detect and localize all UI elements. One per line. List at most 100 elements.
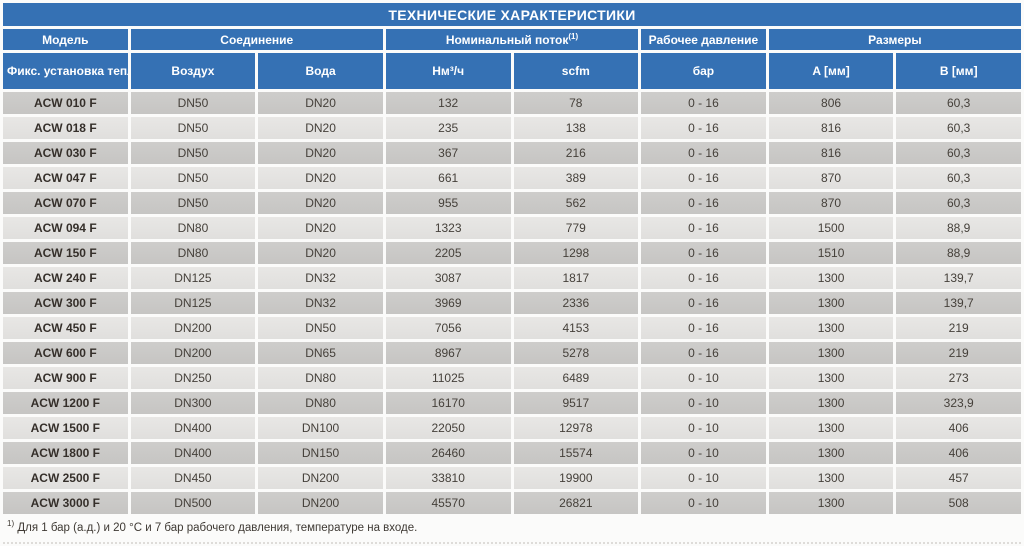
a-mm-cell: 816: [768, 117, 894, 139]
a-mm-cell: 1300: [768, 417, 894, 439]
nm3-h-cell: 26460: [385, 442, 511, 464]
table-row: ACW 094 F DN80 DN20 1323 779 0 - 16 1500 88,9: [3, 217, 1021, 239]
air-cell: DN50: [130, 142, 256, 164]
table-row: ACW 010 F DN50 DN20 132 78 0 - 16 806 60,3: [3, 92, 1021, 114]
a-mm-cell: 1300: [768, 342, 894, 364]
air-cell: DN125: [130, 292, 256, 314]
col-header-nm3h: Нм³/ч: [385, 53, 511, 89]
pressure-bar-cell: 0 - 16: [641, 292, 766, 314]
table-row: ACW 300 F DN125 DN32 3969 2336 0 - 16 1300 139,…: [3, 292, 1021, 314]
scfm-cell: 78: [513, 92, 639, 114]
col-header-bar: бар: [641, 53, 766, 89]
b-mm-cell: 60,3: [896, 117, 1021, 139]
air-cell: DN80: [130, 217, 256, 239]
air-cell: DN80: [130, 242, 256, 264]
table-header: ТЕХНИЧЕСКИЕ ХАРАКТЕРИСТИКИ Модель Соедин…: [3, 3, 1021, 89]
model-cell: ACW 150 F: [3, 242, 128, 264]
b-mm-cell: 406: [896, 417, 1021, 439]
model-cell: ACW 600 F: [3, 342, 128, 364]
col-header-air: Воздух: [130, 53, 256, 89]
a-mm-cell: 1300: [768, 442, 894, 464]
pressure-bar-cell: 0 - 16: [641, 192, 766, 214]
water-cell: DN50: [258, 317, 383, 339]
table-row: ACW 3000 F DN500 DN200 45570 26821 0 - 10 1300…: [3, 492, 1021, 514]
a-mm-cell: 816: [768, 142, 894, 164]
air-cell: DN50: [130, 117, 256, 139]
model-cell: ACW 047 F: [3, 167, 128, 189]
b-mm-cell: 60,3: [896, 142, 1021, 164]
col-header-scfm: scfm: [513, 53, 639, 89]
col-group-model: Модель: [3, 29, 128, 50]
scfm-cell: 138: [513, 117, 639, 139]
scfm-cell: 1817: [513, 267, 639, 289]
scfm-cell: 12978: [513, 417, 639, 439]
a-mm-cell: 1300: [768, 467, 894, 489]
a-mm-cell: 1300: [768, 492, 894, 514]
b-mm-cell: 508: [896, 492, 1021, 514]
scfm-cell: 562: [513, 192, 639, 214]
scfm-cell: 9517: [513, 392, 639, 414]
col-group-nominal-flow: Номинальный поток(1): [385, 29, 639, 50]
pressure-bar-cell: 0 - 16: [641, 317, 766, 339]
b-mm-cell: 323,9: [896, 392, 1021, 414]
air-cell: DN200: [130, 317, 256, 339]
pressure-bar-cell: 0 - 16: [641, 167, 766, 189]
water-cell: DN20: [258, 192, 383, 214]
nm3-h-cell: 16170: [385, 392, 511, 414]
model-cell: ACW 010 F: [3, 92, 128, 114]
table-row: ACW 2500 F DN450 DN200 33810 19900 0 - 10 1300…: [3, 467, 1021, 489]
water-cell: DN20: [258, 242, 383, 264]
table-row: ACW 1500 F DN400 DN100 22050 12978 0 - 10 1300…: [3, 417, 1021, 439]
model-cell: ACW 900 F: [3, 367, 128, 389]
col-header-fixed-heat-exchanger: Фикс. установка теплообменника: [3, 53, 128, 89]
a-mm-cell: 1300: [768, 367, 894, 389]
col-group-dimensions: Размеры: [768, 29, 1021, 50]
nominal-flow-footnote-marker: (1): [568, 31, 579, 41]
col-header-b-mm: B [мм]: [896, 53, 1021, 89]
footnote-marker: 1): [7, 519, 15, 529]
model-cell: ACW 070 F: [3, 192, 128, 214]
nm3-h-cell: 955: [385, 192, 511, 214]
b-mm-cell: 457: [896, 467, 1021, 489]
nm3-h-cell: 33810: [385, 467, 511, 489]
water-cell: DN20: [258, 92, 383, 114]
table-row: ACW 070 F DN50 DN20 955 562 0 - 16 870 60,3: [3, 192, 1021, 214]
pressure-bar-cell: 0 - 16: [641, 142, 766, 164]
model-cell: ACW 2500 F: [3, 467, 128, 489]
footnote-text: Для 1 бар (а.д.) и 20 °С и 7 бар рабочег…: [17, 522, 418, 534]
pressure-bar-cell: 0 - 16: [641, 217, 766, 239]
model-cell: ACW 1800 F: [3, 442, 128, 464]
water-cell: DN32: [258, 292, 383, 314]
nm3-h-cell: 1323: [385, 217, 511, 239]
air-cell: DN125: [130, 267, 256, 289]
air-cell: DN50: [130, 167, 256, 189]
nm3-h-cell: 7056: [385, 317, 511, 339]
model-cell: ACW 094 F: [3, 217, 128, 239]
a-mm-cell: 870: [768, 167, 894, 189]
water-cell: DN80: [258, 367, 383, 389]
scfm-cell: 6489: [513, 367, 639, 389]
col-group-nominal-flow-label: Номинальный поток: [445, 32, 569, 47]
table-row: ACW 018 F DN50 DN20 235 138 0 - 16 816 60,3: [3, 117, 1021, 139]
a-mm-cell: 1300: [768, 392, 894, 414]
nm3-h-cell: 132: [385, 92, 511, 114]
b-mm-cell: 219: [896, 342, 1021, 364]
a-mm-cell: 1300: [768, 317, 894, 339]
footnote: 1) Для 1 бар (а.д.) и 20 °С и 7 бар рабо…: [7, 519, 1024, 536]
air-cell: DN400: [130, 442, 256, 464]
nm3-h-cell: 45570: [385, 492, 511, 514]
air-cell: DN400: [130, 417, 256, 439]
model-cell: ACW 240 F: [3, 267, 128, 289]
model-cell: ACW 450 F: [3, 317, 128, 339]
col-group-connection: Соединение: [130, 29, 383, 50]
pressure-bar-cell: 0 - 10: [641, 467, 766, 489]
b-mm-cell: 139,7: [896, 267, 1021, 289]
model-cell: ACW 300 F: [3, 292, 128, 314]
a-mm-cell: 1300: [768, 292, 894, 314]
pressure-bar-cell: 0 - 10: [641, 417, 766, 439]
pressure-bar-cell: 0 - 16: [641, 242, 766, 264]
scfm-cell: 19900: [513, 467, 639, 489]
scfm-cell: 779: [513, 217, 639, 239]
a-mm-cell: 1510: [768, 242, 894, 264]
pressure-bar-cell: 0 - 10: [641, 442, 766, 464]
